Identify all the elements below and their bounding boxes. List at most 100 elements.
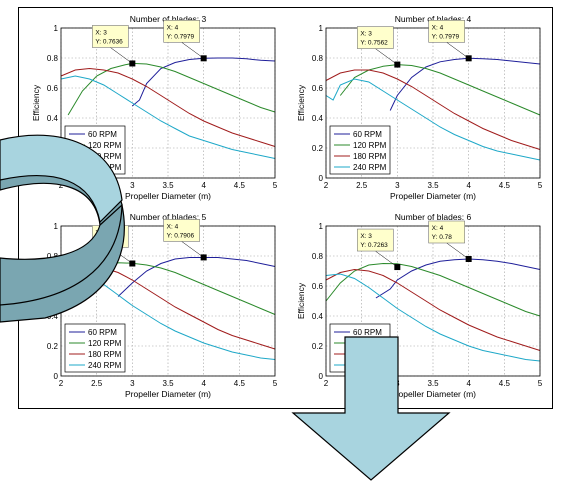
chart-title: Number of blades: 5: [130, 212, 207, 222]
x-tick-label: 3: [130, 379, 135, 388]
chart-panel-blades-3: Number of blades: 3 2 2.5 3 3.5 4 4.5 5 0 0.2 0.4 0…: [24, 11, 284, 206]
datatip-leader: [446, 242, 469, 260]
datatip-marker: [394, 264, 401, 271]
x-axis-label: Propeller Diameter (m): [390, 389, 476, 399]
datatip-text: Y: 0.7263: [360, 242, 388, 249]
x-tick-label: 2.5: [356, 379, 368, 388]
y-tick-label: 0.4: [312, 312, 324, 321]
x-tick-label: 3.5: [162, 379, 174, 388]
x-tick-label: 5: [538, 181, 543, 190]
legend-label: 60 RPM: [353, 130, 382, 139]
series-line-60-rpm: [375, 258, 541, 299]
x-tick-label: 2.5: [91, 181, 103, 190]
y-tick-label: 1: [54, 222, 59, 231]
datatip-marker: [129, 260, 136, 267]
figure-frame: Number of blades: 3 2 2.5 3 3.5 4 4.5 5 0 0.2 0.4 0…: [18, 7, 553, 409]
legend-label: 180 RPM: [88, 152, 122, 161]
datatip-text: Y: 0.7636: [95, 38, 123, 45]
datatip-text: X: 3: [95, 230, 107, 237]
y-axis-label: Efficiency: [296, 84, 306, 121]
series-line-180-rpm: [325, 69, 541, 150]
x-tick-label: 4.5: [234, 379, 246, 388]
y-tick-label: 0.6: [47, 84, 59, 93]
x-tick-label: 5: [273, 379, 278, 388]
chart-panel-blades-4: Number of blades: 4 2 2.5 3 3.5 4 4.5 5 0 0.2 0.4 0…: [289, 11, 549, 206]
x-tick-label: 3.5: [162, 181, 174, 190]
datatip-marker: [465, 256, 472, 262]
y-tick-label: 0.6: [47, 282, 59, 291]
y-axis-label: Efficiency: [31, 282, 41, 319]
y-tick-label: 0.4: [47, 312, 59, 321]
datatip-text: Y: 0.7979: [167, 33, 195, 40]
y-tick-label: 0.2: [312, 144, 324, 153]
x-tick-label: 3.5: [427, 379, 439, 388]
chart-title: Number of blades: 4: [395, 14, 472, 24]
x-tick-label: 2.5: [91, 379, 103, 388]
x-tick-label: 5: [273, 181, 278, 190]
datatip-leader: [110, 47, 133, 64]
legend-label: 60 RPM: [88, 328, 117, 337]
legend-label: 240 RPM: [88, 361, 122, 370]
x-tick-label: 4.5: [234, 181, 246, 190]
datatip-marker: [200, 254, 207, 261]
legend-label: 180 RPM: [88, 350, 122, 359]
datatip-text: X: 4: [432, 225, 444, 232]
x-tick-label: 5: [538, 379, 543, 388]
y-tick-label: 0.2: [47, 144, 59, 153]
datatip-box: [357, 26, 394, 49]
x-axis-label: Propeller Diameter (m): [390, 191, 476, 201]
datatip-marker: [465, 55, 472, 62]
y-tick-label: 0.8: [312, 252, 324, 261]
datatip-leader: [375, 48, 398, 65]
series-line-240-rpm: [60, 75, 276, 159]
legend-label: 120 RPM: [88, 339, 122, 348]
datatip-marker: [129, 60, 136, 67]
datatip-box: [163, 20, 200, 43]
chart-blades-3: Number of blades: 3 2 2.5 3 3.5 4 4.5 5 0 0.2 0.4 0…: [31, 14, 278, 201]
datatip-marker: [200, 55, 207, 62]
series-line-120-rpm: [339, 64, 541, 116]
legend-label: 120 RPM: [88, 141, 122, 150]
y-tick-label: 1: [319, 222, 324, 231]
x-tick-label: 4.5: [499, 379, 511, 388]
x-tick-label: 4: [201, 181, 206, 190]
datatip-leader: [446, 42, 469, 59]
x-tick-label: 2: [324, 181, 329, 190]
series-line-60-rpm: [389, 57, 541, 111]
y-tick-label: 0.2: [312, 342, 324, 351]
y-tick-label: 0.2: [47, 342, 59, 351]
y-axis-label: Efficiency: [31, 84, 41, 121]
datatip-box: [357, 228, 394, 252]
datatip-text: X: 4: [432, 24, 444, 31]
series-line-120-rpm: [325, 262, 541, 317]
y-tick-label: 0.6: [312, 282, 324, 291]
datatip-text: X: 3: [95, 29, 107, 36]
datatip-text: Y: 0.78: [432, 234, 453, 241]
datatip-text: Y: 0.7562: [360, 40, 388, 47]
datatip-leader: [181, 42, 204, 59]
legend-label: 240 RPM: [353, 361, 387, 370]
y-tick-label: 0.6: [312, 84, 324, 93]
chart-panel-blades-5: Number of blades: 5 2 2.5 3 3.5 4 4.5 5 0 0.2 0.4 0…: [24, 209, 284, 404]
datatip-leader: [181, 241, 204, 258]
x-tick-label: 4: [201, 379, 206, 388]
y-axis-label: Efficiency: [296, 282, 306, 319]
x-tick-label: 4.5: [499, 181, 511, 190]
y-tick-label: 0: [54, 372, 59, 381]
datatip-text: Y: 0.7906: [167, 232, 195, 239]
legend-label: 120 RPM: [353, 339, 387, 348]
datatip-box: [163, 219, 200, 242]
datatip-text: X: 3: [360, 31, 372, 38]
x-tick-label: 4: [466, 181, 471, 190]
series-line-180-rpm: [325, 268, 541, 351]
chart-title: Number of blades: 6: [395, 212, 472, 222]
datatip-text: X: 3: [360, 233, 372, 240]
x-tick-label: 2.5: [356, 181, 368, 190]
y-tick-label: 0: [319, 174, 324, 183]
legend-label: 120 RPM: [353, 141, 387, 150]
datatip-text: X: 4: [167, 223, 179, 230]
series-line-60-rpm: [117, 257, 276, 297]
x-tick-label: 4: [466, 379, 471, 388]
x-axis-label: Propeller Diameter (m): [125, 389, 211, 399]
x-axis-label: Propeller Diameter (m): [125, 191, 211, 201]
